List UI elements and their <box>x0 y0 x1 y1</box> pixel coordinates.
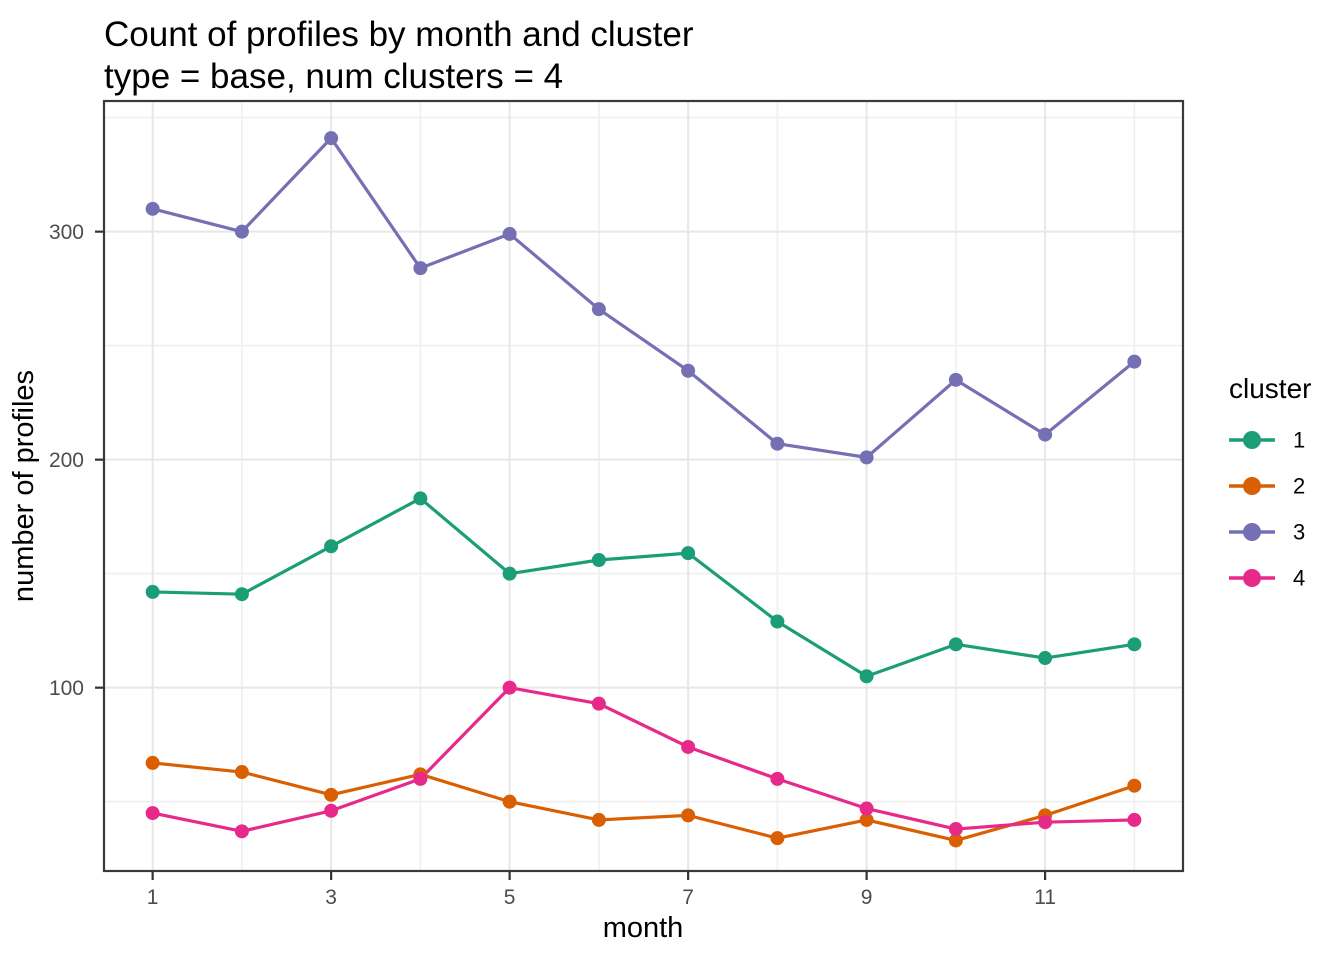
y-tick-label-300: 300 <box>49 221 84 244</box>
data-point-cluster-4-month-6 <box>591 696 606 711</box>
x-tick-label-5: 5 <box>504 886 516 909</box>
data-point-cluster-1-month-4 <box>413 491 428 506</box>
data-point-cluster-3-month-1 <box>145 201 160 216</box>
data-point-cluster-4-month-11 <box>1038 815 1053 830</box>
data-point-cluster-2-month-3 <box>324 787 339 802</box>
data-point-cluster-1-month-3 <box>324 539 339 554</box>
data-point-cluster-3-month-5 <box>502 226 517 241</box>
panel-border <box>102 99 1185 873</box>
data-point-cluster-4-month-3 <box>324 803 339 818</box>
series-line-cluster-1 <box>151 496 1136 678</box>
data-point-cluster-4-month-4 <box>413 771 428 786</box>
legend-title: cluster <box>1229 373 1311 404</box>
legend-item-2: 2 <box>1229 474 1305 499</box>
series-line-cluster-3 <box>151 136 1136 459</box>
data-point-cluster-1-month-6 <box>591 552 606 567</box>
series-line-cluster-2 <box>151 761 1136 843</box>
data-point-cluster-1-month-10 <box>948 637 963 652</box>
data-point-cluster-3-month-8 <box>770 436 785 451</box>
legend-key-point-4 <box>1243 569 1261 587</box>
x-tick-label-9: 9 <box>861 886 873 909</box>
data-point-cluster-1-month-9 <box>859 669 874 684</box>
data-point-cluster-1-month-1 <box>145 584 160 599</box>
data-point-cluster-3-month-9 <box>859 450 874 465</box>
data-point-cluster-2-month-5 <box>502 794 517 809</box>
data-point-cluster-2-month-7 <box>681 808 696 823</box>
legend-label-1: 1 <box>1293 428 1305 453</box>
data-point-cluster-2-month-1 <box>145 755 160 770</box>
data-point-cluster-4-month-7 <box>681 739 696 754</box>
data-point-cluster-3-month-11 <box>1038 427 1053 442</box>
data-point-cluster-2-month-8 <box>770 831 785 846</box>
legend-key-point-2 <box>1243 477 1261 495</box>
x-tick-label-1: 1 <box>147 886 159 909</box>
chart-subtitle: type = base, num clusters = 4 <box>104 57 563 96</box>
data-point-cluster-2-month-9 <box>859 812 874 827</box>
x-tick-label-7: 7 <box>682 886 694 909</box>
data-point-cluster-2-month-12 <box>1127 778 1142 793</box>
data-point-cluster-4-month-2 <box>234 824 249 839</box>
x-tick-label-11: 11 <box>1034 886 1056 909</box>
data-point-cluster-4-month-12 <box>1127 812 1142 827</box>
legend-key-point-1 <box>1243 431 1261 449</box>
data-point-cluster-3-month-3 <box>324 131 339 146</box>
data-point-cluster-1-month-8 <box>770 614 785 629</box>
data-point-cluster-1-month-7 <box>681 546 696 561</box>
y-tick-label-200: 200 <box>49 449 84 472</box>
legend-key-point-3 <box>1243 523 1261 541</box>
x-axis-title: month <box>603 912 684 944</box>
data-point-cluster-1-month-12 <box>1127 637 1142 652</box>
data-point-cluster-2-month-6 <box>591 812 606 827</box>
chart-title: Count of profiles by month and cluster <box>104 15 694 54</box>
data-point-cluster-4-month-5 <box>502 680 517 695</box>
legend: cluster 1 2 3 4 <box>1229 373 1311 591</box>
legend-item-4: 4 <box>1229 566 1305 591</box>
data-point-cluster-3-month-7 <box>681 363 696 378</box>
data-point-cluster-3-month-2 <box>234 224 249 239</box>
data-point-cluster-4-month-10 <box>948 822 963 837</box>
data-point-cluster-3-month-12 <box>1127 354 1142 369</box>
plot-panel: 1 3 5 7 9 11 100 200 300 <box>49 99 1185 909</box>
data-point-cluster-4-month-1 <box>145 806 160 821</box>
panel-background <box>104 101 1183 871</box>
series-line-cluster-4 <box>151 686 1136 833</box>
data-point-cluster-4-month-9 <box>859 801 874 816</box>
data-point-cluster-2-month-10 <box>948 833 963 848</box>
data-point-cluster-1-month-5 <box>502 566 517 581</box>
legend-label-3: 3 <box>1293 520 1305 545</box>
data-point-cluster-1-month-11 <box>1038 651 1053 666</box>
data-point-cluster-4-month-8 <box>770 771 785 786</box>
legend-label-2: 2 <box>1293 474 1305 499</box>
data-point-cluster-3-month-4 <box>413 261 428 276</box>
legend-item-1: 1 <box>1229 428 1305 453</box>
data-point-cluster-3-month-6 <box>591 302 606 317</box>
legend-label-4: 4 <box>1293 566 1305 591</box>
y-tick-label-100: 100 <box>49 677 84 700</box>
x-tick-label-3: 3 <box>325 886 337 909</box>
data-point-cluster-1-month-2 <box>234 587 249 602</box>
legend-item-3: 3 <box>1229 520 1305 545</box>
data-point-cluster-3-month-10 <box>948 372 963 387</box>
y-axis-title: number of profiles <box>8 370 40 602</box>
data-point-cluster-2-month-2 <box>234 765 249 780</box>
